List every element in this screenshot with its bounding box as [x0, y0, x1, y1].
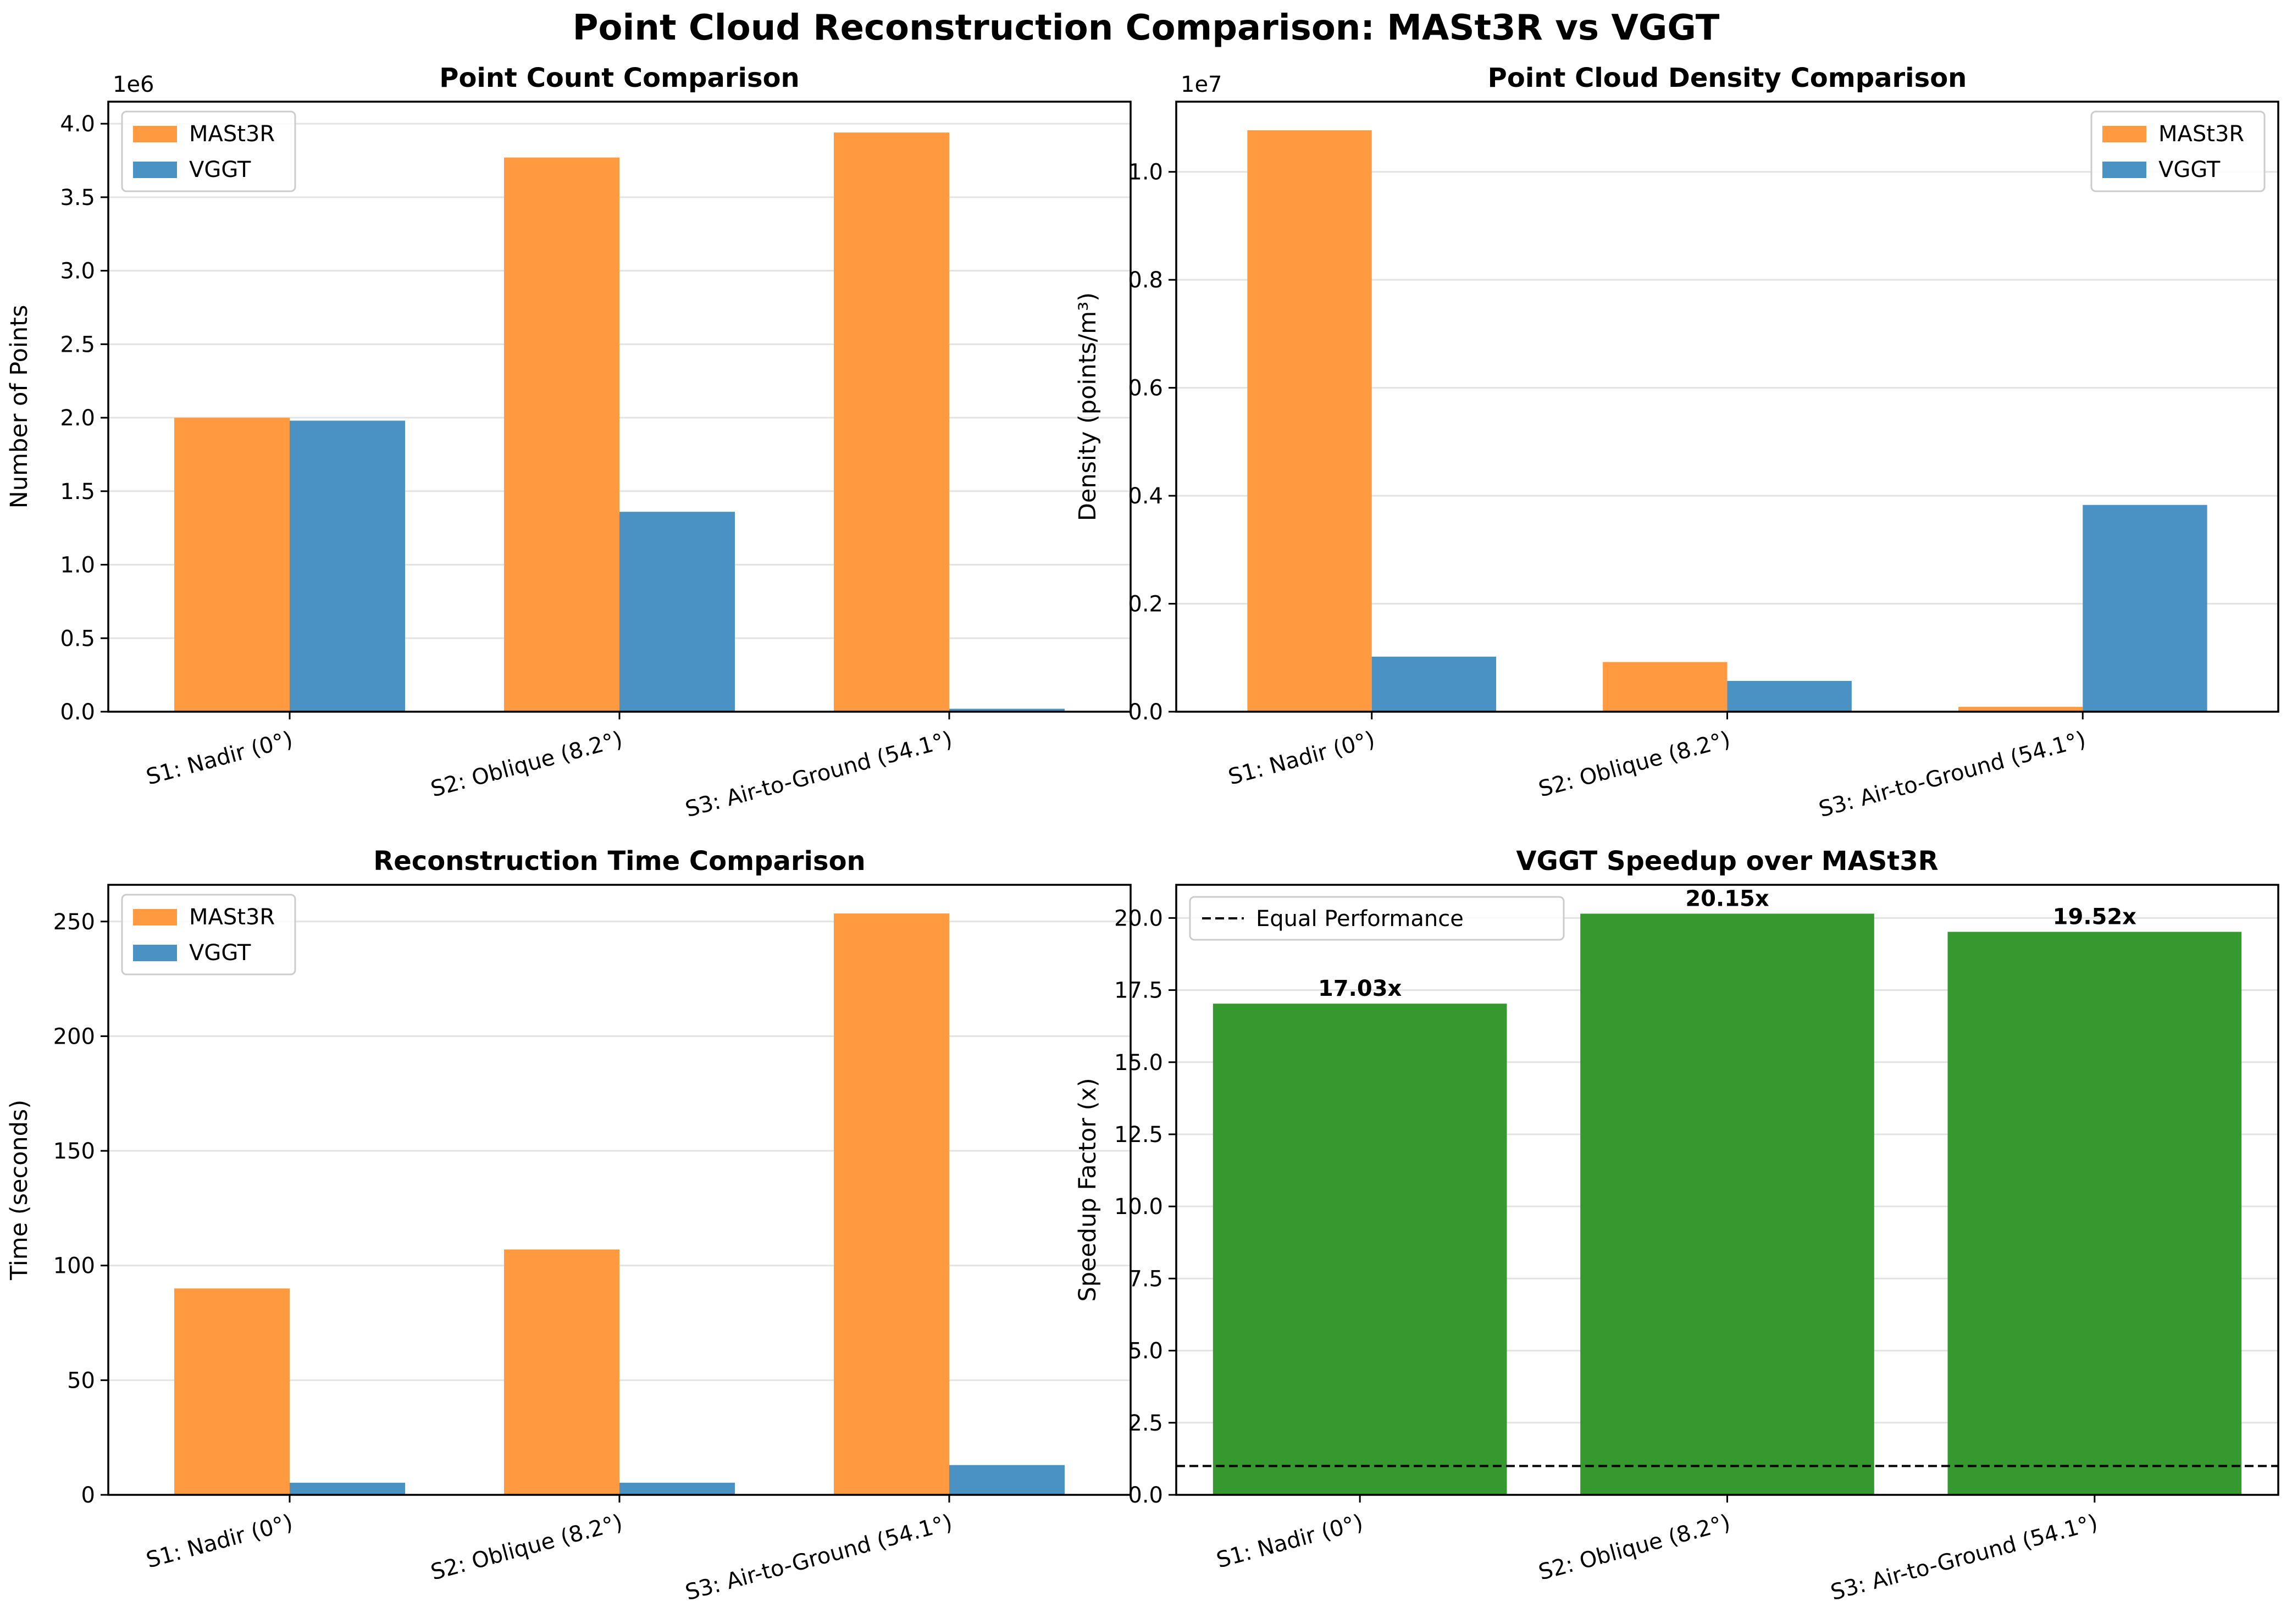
legend: MASt3R VGGT	[121, 894, 296, 975]
y-tick-label: 200	[53, 1024, 95, 1049]
y-axis-label: Speedup Factor (x)	[1074, 1078, 1101, 1301]
bar-speedup-1	[1213, 1004, 1507, 1495]
legend-swatch-mast3r	[2102, 126, 2146, 142]
y-tick-label: 3.0	[60, 259, 95, 284]
legend-swatch-mast3r	[133, 909, 177, 925]
bar-mast3r-1	[174, 418, 290, 712]
bar-mast3r-2	[504, 1249, 619, 1495]
y-tick-label: 20.0	[1114, 906, 1163, 931]
legend-swatch-vggt	[133, 945, 177, 961]
figure-title: Point Cloud Reconstruction Comparison: M…	[572, 8, 1720, 48]
axis-offset-text: 1e7	[1181, 72, 1222, 97]
y-tick-label: 0	[81, 1483, 95, 1508]
legend-swatch-vggt	[133, 162, 177, 178]
x-tick-label: S2: Oblique (8.2°)	[1536, 1510, 1733, 1585]
legend-box	[1189, 896, 1565, 941]
bar-vggt-3	[2083, 505, 2207, 712]
bar-mast3r-2	[1603, 662, 1728, 712]
bar-value-label: 17.03x	[1318, 976, 1402, 1001]
y-tick-label: 0.6	[1128, 376, 1163, 401]
y-tick-label: 0.0	[1128, 700, 1163, 725]
bar-vggt-2	[619, 512, 735, 712]
bar-speedup-2	[1580, 913, 1874, 1495]
panel-title: Point Cloud Density Comparison	[1488, 63, 1967, 93]
y-axis-label: Density (points/m³)	[1074, 292, 1101, 521]
bar-vggt-3	[949, 708, 1065, 712]
y-tick-label: 0.2	[1128, 592, 1163, 617]
bar-vggt-2	[1727, 681, 1852, 712]
y-tick-label: 2.5	[60, 332, 95, 357]
bar-mast3r-1	[174, 1288, 290, 1495]
bar-speedup-3	[1947, 932, 2242, 1495]
y-tick-label: 17.5	[1114, 978, 1163, 1004]
bar-mast3r-2	[504, 157, 619, 712]
bar-vggt-1	[290, 420, 405, 712]
bar-vggt-1	[1371, 656, 1497, 712]
legend-label: VGGT	[189, 940, 251, 966]
legend-label: MASt3R	[2158, 121, 2244, 147]
y-tick-label: 0.0	[60, 700, 95, 725]
y-tick-label: 0.8	[1128, 268, 1163, 293]
legend-label: Equal Performance	[1256, 906, 1464, 932]
bar-mast3r-3	[834, 132, 949, 712]
y-tick-label: 2.5	[1128, 1411, 1163, 1436]
x-tick-label: S3: Air-to-Ground (54.1°)	[1828, 1510, 2101, 1605]
y-tick-label: 7.5	[1128, 1266, 1163, 1292]
bar-mast3r-3	[834, 913, 949, 1495]
y-axis-label: Number of Points	[5, 305, 33, 509]
bar-mast3r-3	[1958, 707, 2083, 712]
y-tick-label: 0.4	[1128, 484, 1163, 509]
legend-label: VGGT	[2158, 157, 2221, 182]
bar-vggt-1	[290, 1482, 405, 1495]
y-tick-label: 0.5	[60, 626, 95, 651]
legend-swatch-vggt	[2102, 162, 2146, 178]
y-tick-label: 5.0	[1128, 1339, 1163, 1364]
y-tick-label: 15.0	[1114, 1050, 1163, 1076]
y-tick-label: 1.0	[60, 553, 95, 578]
x-tick-label: S1: Nadir (0°)	[1214, 1510, 1365, 1573]
y-tick-label: 10.0	[1114, 1194, 1163, 1220]
y-tick-label: 12.5	[1114, 1122, 1163, 1148]
y-tick-label: 100	[53, 1254, 95, 1279]
bar-mast3r-1	[1247, 130, 1372, 712]
legend-swatch-mast3r	[133, 126, 177, 142]
y-axis-label: Time (seconds)	[5, 1100, 33, 1281]
legend: Equal Performance	[1189, 896, 1565, 941]
y-tick-label: 1.5	[60, 479, 95, 505]
y-tick-label: 250	[53, 910, 95, 935]
y-tick-label: 50	[67, 1368, 95, 1393]
bar-vggt-2	[619, 1482, 735, 1495]
y-tick-label: 2.0	[60, 406, 95, 431]
y-tick-label: 4.0	[60, 112, 95, 137]
legend-label: MASt3R	[189, 121, 275, 147]
legend: MASt3R VGGT	[121, 110, 296, 192]
bar-value-label: 19.52x	[2053, 905, 2137, 930]
y-tick-label: 3.5	[60, 185, 95, 210]
y-tick-label: 150	[53, 1139, 95, 1164]
panel-title: Point Count Comparison	[439, 63, 799, 93]
axis-offset-text: 1e6	[113, 72, 154, 97]
panel-title: VGGT Speedup over MASt3R	[1516, 846, 1938, 877]
bar-vggt-3	[949, 1465, 1065, 1495]
y-tick-label: 0.0	[1128, 1483, 1163, 1508]
panel-title: Reconstruction Time Comparison	[373, 846, 865, 877]
legend-label: VGGT	[189, 157, 251, 182]
bar-value-label: 20.15x	[1685, 886, 1769, 911]
y-tick-label: 1.0	[1128, 160, 1163, 185]
legend: MASt3R VGGT	[2090, 110, 2266, 192]
legend-label: MASt3R	[189, 905, 275, 930]
